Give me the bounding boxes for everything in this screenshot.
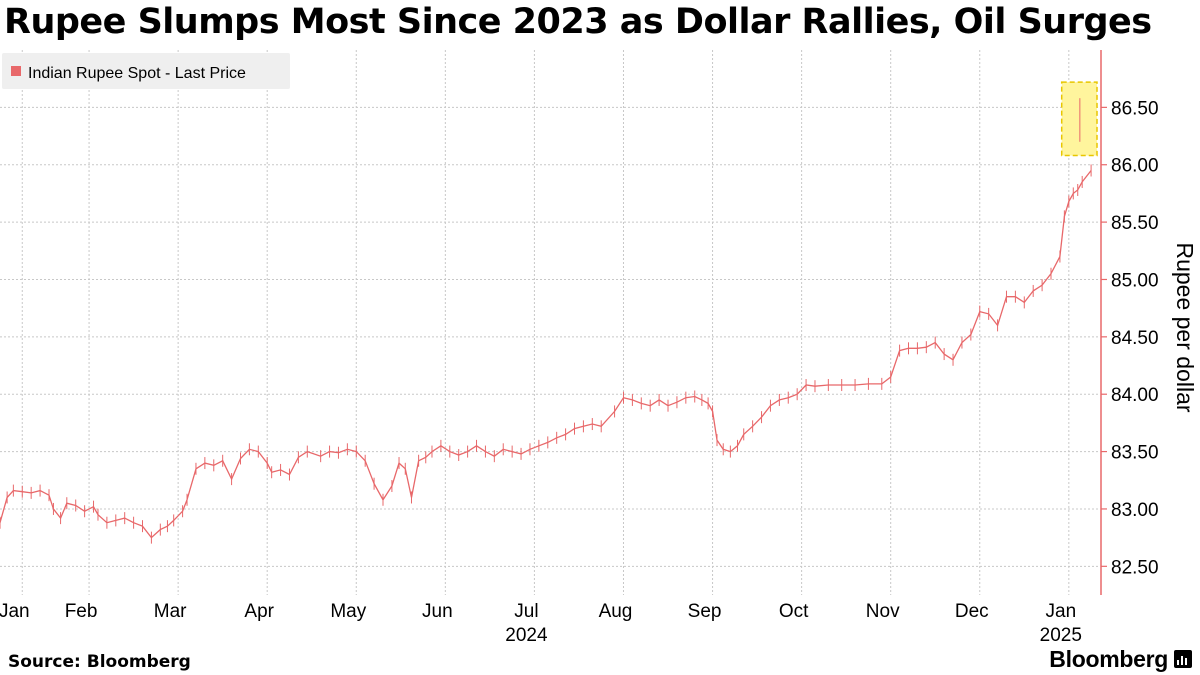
series-indian-rupee-spot xyxy=(0,164,1092,544)
bloomberg-logo: Bloomberg xyxy=(1049,646,1168,672)
x-tick-label: Jan xyxy=(1046,601,1077,622)
series-line xyxy=(0,170,1092,539)
x-tick-label: May xyxy=(330,601,366,622)
x-tick-label: Aug xyxy=(599,601,633,622)
x-tick-label: Oct xyxy=(779,601,809,622)
x-tick-label: Jun xyxy=(422,601,453,622)
chart-title: Rupee Slumps Most Since 2023 as Dollar R… xyxy=(4,2,1152,42)
y-tick-label: 83.00 xyxy=(1111,500,1159,521)
y-tick-label: 84.00 xyxy=(1111,385,1159,406)
x-tick-label: Dec xyxy=(955,601,989,622)
x-tick-label: Mar xyxy=(154,601,187,622)
y-tick-label: 82.50 xyxy=(1111,557,1159,578)
grid-lines xyxy=(0,50,1100,595)
x-year-label: 2024 xyxy=(505,625,548,646)
y-tick-label: 83.50 xyxy=(1111,443,1159,464)
y-tick-label: 86.50 xyxy=(1111,98,1159,119)
x-tick-label: Jul xyxy=(514,601,538,622)
x-tick-label: Nov xyxy=(866,601,900,622)
legend-label: Indian Rupee Spot - Last Price xyxy=(28,65,246,82)
y-tick-label: 85.00 xyxy=(1111,270,1159,291)
x-tick-label: Sep xyxy=(688,601,722,622)
x-tick-label: Feb xyxy=(65,601,98,622)
x-tick-label: Jan xyxy=(0,601,30,622)
x-tick-label: Apr xyxy=(244,601,274,622)
y-axis-ticks: 82.50 83.00 83.50 84.00 84.50 85.00 85.50 86.00… xyxy=(1101,98,1159,578)
legend-swatch xyxy=(11,66,21,76)
x-year-label: 2025 xyxy=(1040,625,1082,646)
bar-chart-icon xyxy=(1174,650,1192,668)
legend: Indian Rupee Spot - Last Price xyxy=(2,53,290,89)
y-axis-label: Rupee per dollar xyxy=(1172,242,1198,412)
y-tick-label: 85.50 xyxy=(1111,213,1159,234)
source-note: Source: Bloomberg xyxy=(8,652,191,672)
y-tick-label: 84.50 xyxy=(1111,328,1159,349)
legend-background xyxy=(2,53,290,89)
y-tick-label: 86.00 xyxy=(1111,156,1159,177)
x-axis-ticks: Jan Feb Mar Apr May Jun Jul Aug Sep Oct Nov Dec Jan 2… xyxy=(0,601,1082,646)
